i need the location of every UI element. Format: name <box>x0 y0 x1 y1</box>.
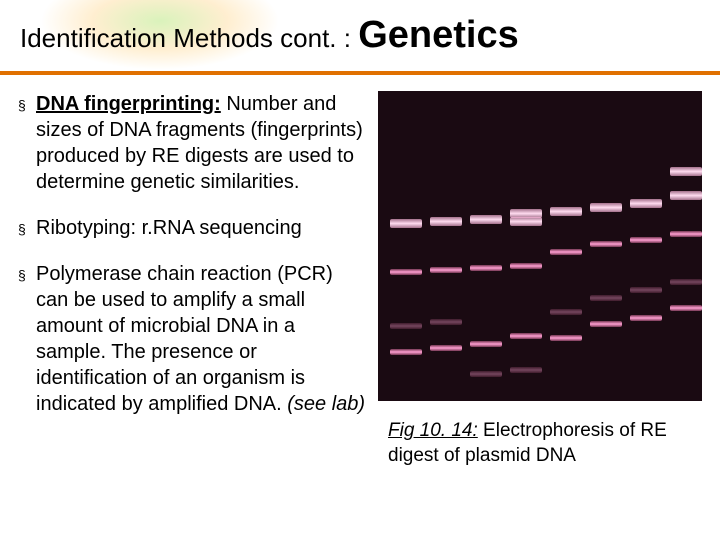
gel-band <box>510 333 542 339</box>
gel-band <box>590 241 622 247</box>
gel-band <box>470 215 502 224</box>
gel-band <box>670 231 702 237</box>
title-prefix: Identification Methods cont. : <box>20 23 358 53</box>
gel-lane <box>506 91 546 401</box>
gel-band <box>470 265 502 271</box>
gel-band <box>670 279 702 285</box>
gel-lane <box>386 91 426 401</box>
gel-band <box>630 315 662 321</box>
gel-band <box>630 199 662 208</box>
gel-band <box>630 287 662 293</box>
gel-band <box>430 345 462 351</box>
gel-band <box>470 371 502 377</box>
gel-band <box>390 323 422 329</box>
gel-band <box>510 263 542 269</box>
gel-band <box>390 269 422 275</box>
gel-lane <box>666 91 702 401</box>
gel-lane <box>466 91 506 401</box>
gel-band <box>550 249 582 255</box>
gel-band <box>430 319 462 325</box>
title-area: Identification Methods cont. : Genetics <box>0 0 720 65</box>
gel-lane <box>586 91 626 401</box>
gel-band <box>510 217 542 226</box>
slide-title: Identification Methods cont. : Genetics <box>20 14 700 57</box>
gel-band <box>430 217 462 226</box>
gel-lane <box>546 91 586 401</box>
gel-band <box>390 219 422 228</box>
gel-band <box>470 341 502 347</box>
gel-band <box>590 321 622 327</box>
title-emphasis: Genetics <box>358 14 519 56</box>
gel-band <box>390 349 422 355</box>
gel-band <box>550 207 582 216</box>
gel-band <box>670 191 702 200</box>
bullet-text: Ribotyping: r.RNA sequencing <box>36 215 368 241</box>
figure-caption: Fig 10. 14: Electrophoresis of RE digest… <box>378 419 702 468</box>
bullet-trailing: (see lab) <box>287 393 365 415</box>
gel-band <box>630 237 662 243</box>
gel-band <box>550 335 582 341</box>
gel-band <box>430 267 462 273</box>
bullet-text: DNA fingerprinting: Number and sizes of … <box>36 91 368 195</box>
gel-band <box>590 295 622 301</box>
list-item: § DNA fingerprinting: Number and sizes o… <box>18 91 368 195</box>
gel-lane <box>426 91 466 401</box>
list-item: § Ribotyping: r.RNA sequencing <box>18 215 368 241</box>
content-area: § DNA fingerprinting: Number and sizes o… <box>0 75 720 468</box>
gel-band <box>590 203 622 212</box>
bullet-marker-icon: § <box>18 261 36 417</box>
gel-electrophoresis-image <box>378 91 702 401</box>
bullet-lead: DNA fingerprinting: <box>36 93 221 115</box>
figure-column: Fig 10. 14: Electrophoresis of RE digest… <box>378 91 702 468</box>
list-item: § Polymerase chain reaction (PCR) can be… <box>18 261 368 417</box>
gel-band <box>670 305 702 311</box>
bullet-marker-icon: § <box>18 215 36 241</box>
bullet-text: Polymerase chain reaction (PCR) can be u… <box>36 261 368 417</box>
gel-band <box>510 367 542 373</box>
bullet-list: § DNA fingerprinting: Number and sizes o… <box>18 91 378 468</box>
gel-lane <box>626 91 666 401</box>
bullet-marker-icon: § <box>18 91 36 195</box>
bullet-body: Ribotyping: r.RNA sequencing <box>36 217 302 239</box>
gel-band <box>550 309 582 315</box>
caption-lead: Fig 10. 14: <box>388 420 478 441</box>
gel-band <box>670 167 702 176</box>
